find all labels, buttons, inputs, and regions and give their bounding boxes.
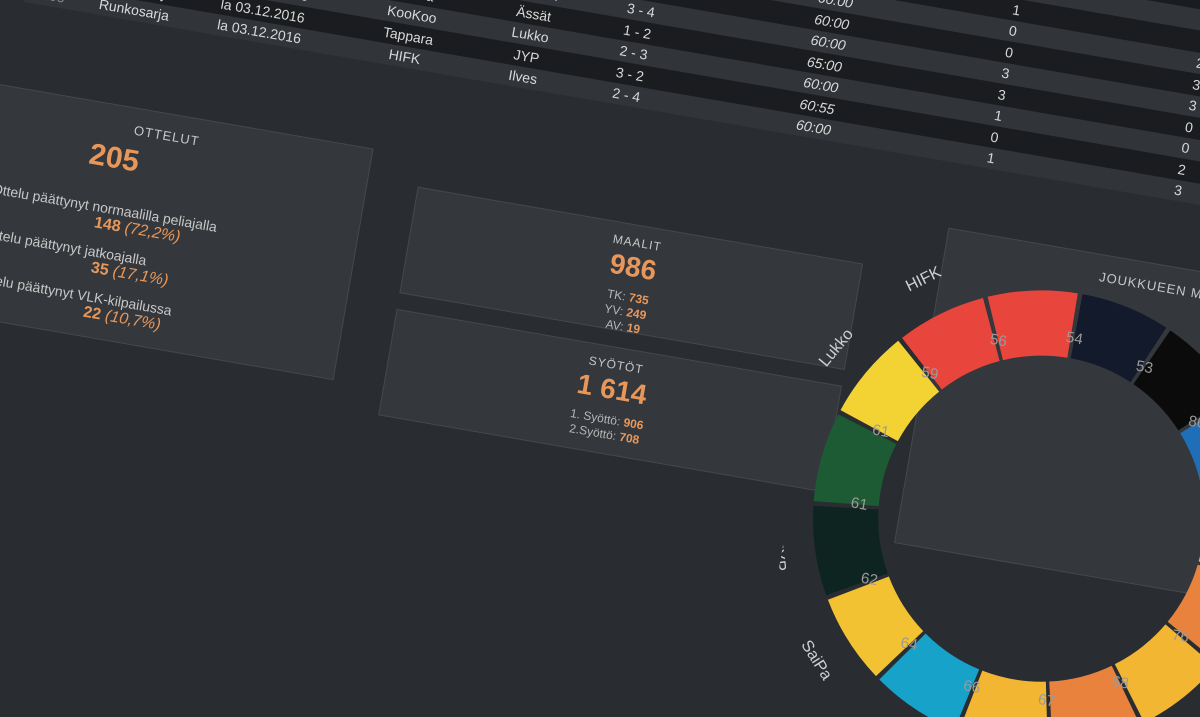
svg-text:61: 61 <box>871 422 891 442</box>
svg-text:62: 62 <box>860 570 880 590</box>
svg-text:Sport: Sport <box>1185 708 1200 717</box>
svg-text:SaiPa: SaiPa <box>797 637 836 684</box>
svg-text:54: 54 <box>1065 329 1085 349</box>
svg-text:JYP: JYP <box>767 540 789 572</box>
svg-text:53: 53 <box>1135 358 1155 378</box>
svg-text:61: 61 <box>849 494 869 514</box>
svg-text:56: 56 <box>989 331 1009 351</box>
svg-text:76: 76 <box>1171 627 1191 647</box>
svg-text:64: 64 <box>899 634 919 654</box>
svg-text:86: 86 <box>1187 413 1200 433</box>
svg-text:59: 59 <box>920 364 940 384</box>
svg-text:67: 67 <box>1037 691 1057 711</box>
svg-text:66: 66 <box>962 677 982 697</box>
svg-text:Lukko: Lukko <box>815 325 857 370</box>
svg-text:68: 68 <box>1110 673 1130 693</box>
svg-text:HIFK: HIFK <box>903 263 944 296</box>
